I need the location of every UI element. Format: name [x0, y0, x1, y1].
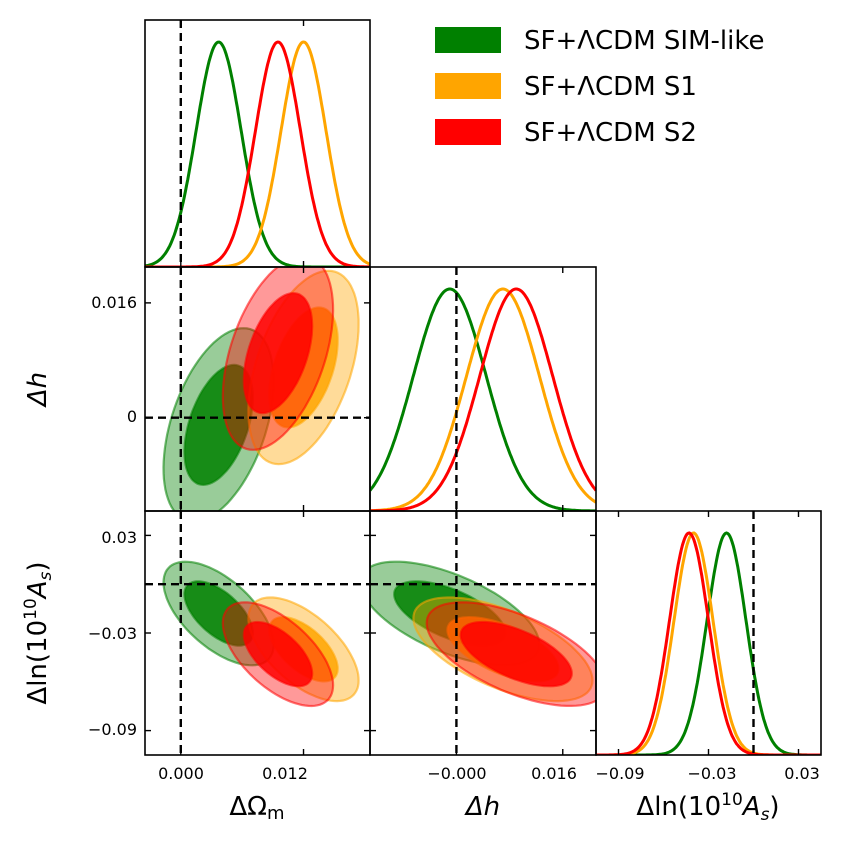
tick-label: −0.09 [88, 720, 137, 739]
tick-label: 0.03 [101, 528, 137, 547]
tick-label: −0.03 [687, 764, 736, 783]
legend: SF+ΛCDM SIM-like SF+ΛCDM S1 SF+ΛCDM S2 [435, 26, 764, 148]
tick-label: −0.09 [595, 764, 644, 783]
panels [144, 19, 822, 756]
contour-68-2 [459, 620, 573, 688]
marginal-curve-0 [596, 531, 821, 755]
ylabel-h: Δh [23, 372, 53, 408]
contour-68-2 [242, 620, 314, 688]
contour-68-2 [242, 291, 314, 415]
tick-label: −0.03 [88, 624, 137, 643]
legend-swatch-1 [435, 73, 501, 99]
panel-lnAs-lnAs [596, 511, 821, 755]
tick-label: 0 [127, 407, 137, 426]
marginal-curve-2 [370, 287, 596, 511]
panel-om-lnAs [145, 511, 370, 755]
marginal-curve-1 [370, 287, 596, 511]
panel-h-lnAs [370, 511, 596, 755]
tick-label: 0.016 [531, 764, 577, 783]
legend-label-2: SF+ΛCDM S2 [524, 118, 697, 148]
panel-h-h [370, 267, 596, 511]
panel-frame [144, 19, 371, 268]
panel-om-h [145, 267, 370, 511]
legend-swatch-2 [435, 119, 501, 145]
ylabel-lnAs: Δln(1010As) [21, 561, 56, 704]
marginal-curve-1 [596, 531, 821, 755]
panel-frame [595, 510, 822, 756]
xlabel-lnAs: Δln(1010As) [636, 790, 779, 825]
marginal-curve-1 [145, 40, 370, 267]
marginal-curve-0 [145, 40, 370, 267]
tick-label: 0.03 [784, 764, 820, 783]
marginal-curve-2 [596, 531, 821, 755]
tick-label: 0.000 [158, 764, 204, 783]
panel-frame [369, 266, 597, 512]
xlabel-omega-m: ΔΩm [229, 792, 284, 824]
legend-label-1: SF+ΛCDM S1 [524, 72, 697, 102]
legend-swatch-0 [435, 27, 501, 53]
xlabel-h: Δh [464, 792, 500, 822]
axis-labels: ΔΩm Δh Δln(1010As) Δh Δln(1010As) [21, 372, 780, 825]
marginal-curve-2 [145, 40, 370, 267]
legend-label-0: SF+ΛCDM SIM-like [524, 26, 764, 56]
tick-label: 0.016 [91, 293, 137, 312]
tick-label: −0.000 [427, 764, 486, 783]
tick-labels: 0.016 0 0.03 −0.03 −0.09 0.000 0.012 −0.… [88, 293, 820, 783]
tick-label: 0.012 [262, 764, 308, 783]
panel-om-om [145, 20, 370, 267]
